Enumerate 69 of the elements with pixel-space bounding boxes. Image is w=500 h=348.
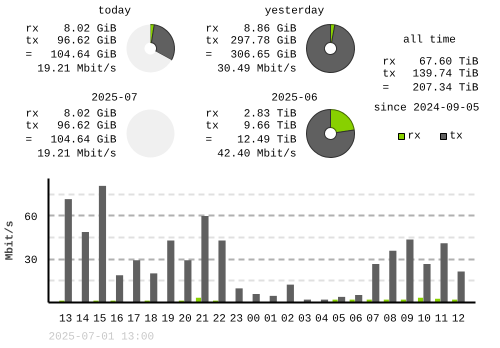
text: 8.02 GiB xyxy=(64,24,117,36)
text: = xyxy=(26,50,32,62)
text: rx xyxy=(206,24,220,36)
x-tick-label: 17 xyxy=(127,314,140,326)
x-tick-label: 06 xyxy=(349,314,363,326)
legend-label: rx xyxy=(408,130,422,142)
text: since 2024-09-05 xyxy=(374,102,480,114)
text: 2.83 TiB xyxy=(244,108,297,120)
x-tick-label: 07 xyxy=(366,314,380,326)
legend-label: tx xyxy=(450,130,464,142)
text: rx xyxy=(26,108,40,120)
y-axis-title: Mbit/s xyxy=(4,220,16,260)
x-tick-label: 23 xyxy=(230,314,243,326)
x-tick-label: 02 xyxy=(281,314,294,326)
text: all time xyxy=(403,34,456,46)
x-tick-label: 00 xyxy=(246,314,260,326)
text: 8.02 GiB xyxy=(64,108,117,120)
chart-title: 2025-06 xyxy=(271,92,318,104)
x-tick-label: 16 xyxy=(110,314,124,326)
text: 297.78 GiB xyxy=(230,36,297,48)
text: 12.49 TiB xyxy=(237,134,297,146)
chart-title: yesterday xyxy=(264,6,325,18)
text: tx xyxy=(206,36,220,48)
x-tick-label: 08 xyxy=(384,314,397,326)
text: 30.49 Mbit/s xyxy=(217,64,297,76)
x-tick-label: 10 xyxy=(418,314,431,326)
x-tick-label: 12 xyxy=(452,314,466,326)
x-tick-label: 09 xyxy=(400,314,414,326)
text: 19.21 Mbit/s xyxy=(37,64,117,76)
text: 9.66 TiB xyxy=(244,120,297,132)
x-tick-label: 22 xyxy=(212,314,226,326)
x-tick-label: 04 xyxy=(315,314,329,326)
x-tick-label: 11 xyxy=(434,314,448,326)
text: tx xyxy=(26,120,40,132)
x-tick-label: 05 xyxy=(332,314,346,326)
text: = xyxy=(26,134,32,146)
x-tick-label: 01 xyxy=(264,314,278,326)
text: 207.34 TiB xyxy=(412,82,479,94)
x-tick-label: 13 xyxy=(58,314,72,326)
text: tx xyxy=(382,68,396,80)
x-tick-label: 15 xyxy=(93,314,106,326)
text: rx xyxy=(26,24,40,36)
text: 306.65 GiB xyxy=(230,50,297,62)
text: 42.40 Mbit/s xyxy=(217,148,297,160)
x-tick-label: 18 xyxy=(144,314,158,326)
x-tick-label: 20 xyxy=(178,314,192,326)
text: tx xyxy=(26,36,40,48)
y-tick-label: 60 xyxy=(24,212,38,224)
text: 96.62 GiB xyxy=(57,36,117,48)
text: = xyxy=(206,134,212,146)
x-tick-label: 03 xyxy=(298,314,312,326)
text: = xyxy=(382,82,390,94)
y-tick-label: 30 xyxy=(24,255,38,268)
x-tick-label: 21 xyxy=(196,314,210,326)
text: rx xyxy=(206,108,220,120)
text: 8.86 GiB xyxy=(244,24,297,36)
text: 19.21 Mbit/s xyxy=(37,148,117,160)
chart-title: today xyxy=(98,6,132,18)
text: rx xyxy=(382,56,396,68)
x-tick-label: 14 xyxy=(76,314,90,326)
x-tick-label: 19 xyxy=(161,314,175,326)
text: 67.60 TiB xyxy=(419,56,479,68)
text: tx xyxy=(206,120,220,132)
text: = xyxy=(206,50,212,62)
chart-title: 2025-07 xyxy=(91,92,138,104)
text: 96.62 GiB xyxy=(57,120,117,132)
text: 139.74 TiB xyxy=(412,68,479,80)
text: 104.64 GiB xyxy=(50,134,117,146)
text: 104.64 GiB xyxy=(50,50,117,62)
